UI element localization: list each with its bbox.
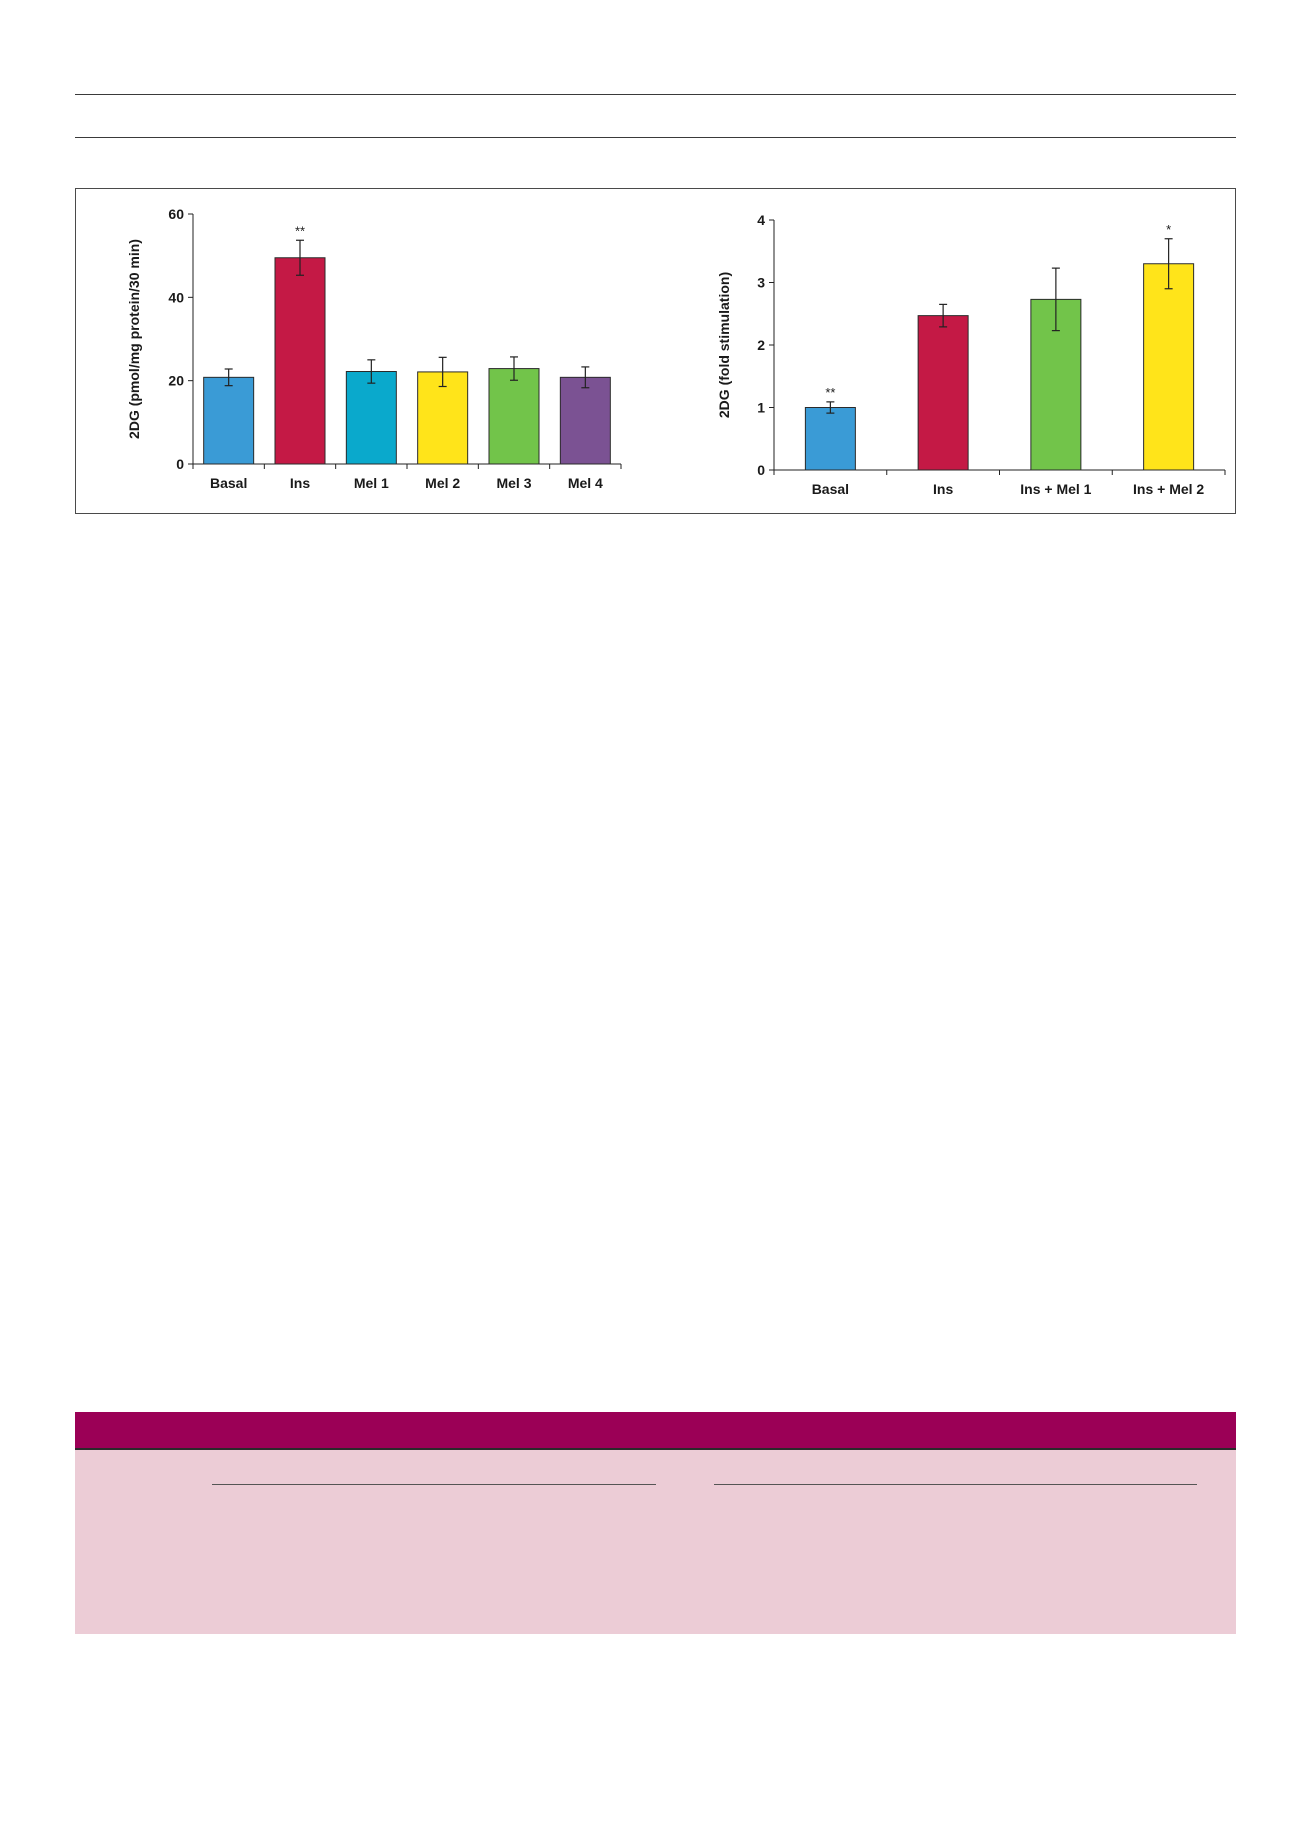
y-tick-label: 3 [757, 275, 765, 291]
bar [917, 315, 969, 471]
y-tick-label: 4 [757, 212, 765, 228]
significance-label: ** [825, 385, 835, 400]
bar [274, 257, 326, 465]
bar [345, 371, 397, 465]
top-rule [75, 94, 1236, 95]
y-tick-label: 1 [757, 400, 765, 416]
y-tick-label: 60 [168, 206, 184, 222]
table-column-rule-right [714, 1484, 1197, 1485]
y-axis-label: 2DG (fold stimulation) [716, 272, 732, 418]
y-tick-label: 0 [176, 456, 184, 472]
bar [804, 407, 856, 471]
x-category-label: Mel 4 [568, 475, 603, 491]
x-category-label: Ins + Mel 1 [1020, 481, 1091, 497]
bar [488, 368, 540, 465]
y-axis-label: 2DG (pmol/mg protein/30 min) [126, 239, 142, 439]
x-category-label: Ins [290, 475, 310, 491]
x-category-label: Mel 3 [496, 475, 531, 491]
significance-label: ** [295, 223, 305, 238]
x-category-label: Ins + Mel 2 [1133, 481, 1204, 497]
chart-right: 0 1 2 3 4 ** Basal Ins Ins + Mel 1 * Ins + Mel 2 2D… [656, 189, 1235, 513]
y-tick-label: 40 [168, 289, 184, 305]
significance-label: * [1166, 222, 1171, 237]
x-category-label: Basal [210, 475, 247, 491]
table-body [75, 1450, 1236, 1634]
chart-right-svg: 0 1 2 3 4 ** Basal Ins Ins + Mel 1 * Ins + Mel 2 2D… [716, 212, 1226, 497]
x-category-label: Basal [812, 481, 849, 497]
x-category-label: Mel 1 [354, 475, 389, 491]
bar [559, 376, 611, 465]
bar [417, 371, 469, 465]
table-header-bar [75, 1412, 1236, 1450]
x-category-label: Ins [933, 481, 953, 497]
figure-panel: 0 20 40 60 Basal ** Ins Mel 1 Mel 2 Mel 3 Mel 4 2DG… [75, 188, 1236, 514]
bar [203, 376, 255, 465]
chart-left: 0 20 40 60 Basal ** Ins Mel 1 Mel 2 Mel 3 Mel 4 2DG… [76, 189, 636, 513]
x-category-label: Mel 2 [425, 475, 460, 491]
bar [1143, 263, 1195, 471]
second-rule [75, 137, 1236, 138]
y-tick-label: 2 [757, 337, 765, 353]
y-tick-label: 20 [168, 373, 184, 389]
y-tick-label: 0 [757, 462, 765, 478]
table-column-rule-left [212, 1484, 656, 1485]
chart-left-svg: 0 20 40 60 Basal ** Ins Mel 1 Mel 2 Mel 3 Mel 4 2DG… [126, 206, 622, 491]
